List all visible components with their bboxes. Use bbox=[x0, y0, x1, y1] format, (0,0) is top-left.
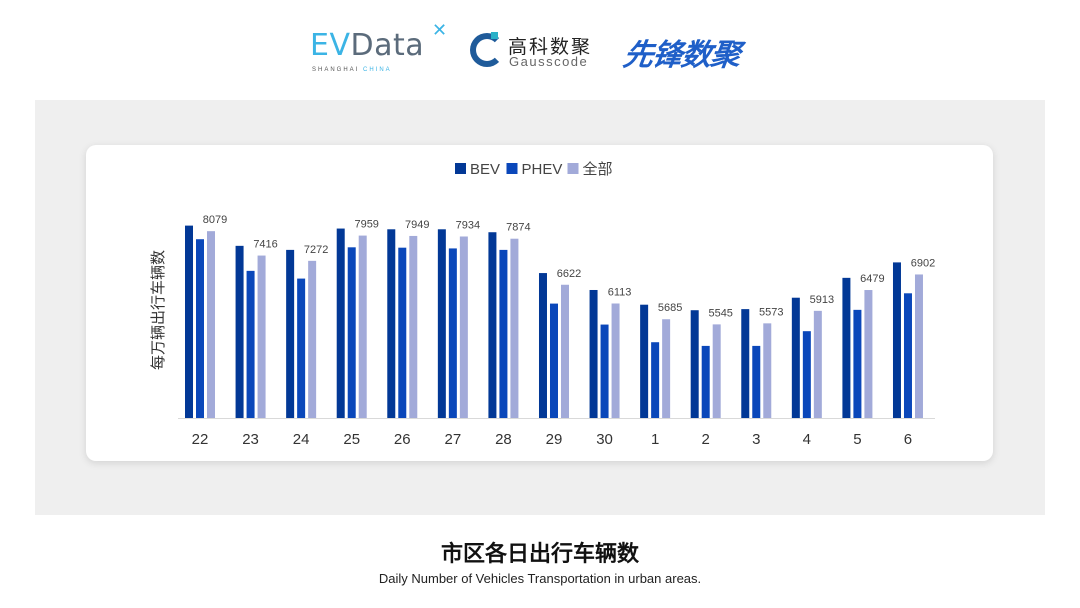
logo-bar: EVData ✕ SHANGHAI CHINA 高科数聚 Gausscode 先锋… bbox=[0, 20, 1080, 76]
bar-PHEV-2 bbox=[701, 345, 710, 418]
legend-label-0: BEV bbox=[470, 161, 500, 178]
gausscode-logo-en: Gausscode bbox=[509, 54, 589, 69]
bar-PHEV-30 bbox=[600, 324, 609, 418]
bar-PHEV-1 bbox=[651, 342, 660, 418]
y-axis-label: 每万辆出行车辆数 bbox=[149, 250, 167, 370]
legend-swatch-2 bbox=[567, 163, 579, 174]
bar-全部-1 bbox=[662, 319, 671, 418]
bar-全部-25 bbox=[358, 235, 367, 418]
bar-PHEV-28 bbox=[499, 249, 508, 418]
x-tick-label: 30 bbox=[596, 431, 613, 448]
legend-swatch-1 bbox=[506, 163, 518, 174]
bar-BEV-4 bbox=[791, 297, 800, 418]
bar-全部-27 bbox=[459, 236, 468, 418]
bar-PHEV-23 bbox=[246, 270, 255, 418]
x-tick-label: 29 bbox=[546, 431, 563, 448]
bar-全部-4 bbox=[813, 310, 822, 418]
bar-全部-30 bbox=[611, 303, 620, 418]
data-label: 7416 bbox=[253, 239, 277, 251]
x-tick-label: 23 bbox=[242, 431, 259, 448]
gausscode-logo-cn: 高科数聚 bbox=[508, 36, 593, 58]
bar-全部-28 bbox=[510, 238, 519, 418]
data-label: 7934 bbox=[456, 219, 480, 231]
bar-BEV-22 bbox=[185, 225, 193, 418]
bar-PHEV-27 bbox=[448, 248, 457, 418]
bar-BEV-27 bbox=[437, 229, 446, 418]
bar-BEV-2 bbox=[690, 310, 699, 418]
data-label: 7959 bbox=[354, 219, 378, 231]
legend-label-1: PHEV bbox=[522, 161, 563, 178]
bar-PHEV-3 bbox=[752, 345, 761, 418]
data-label: 7874 bbox=[506, 222, 530, 234]
bar-BEV-5 bbox=[842, 277, 851, 418]
data-label: 6479 bbox=[860, 273, 884, 285]
data-label: 5573 bbox=[759, 306, 783, 318]
bar-BEV-26 bbox=[387, 229, 396, 418]
legend-swatch-0 bbox=[455, 163, 466, 174]
data-label: 8079 bbox=[203, 214, 227, 226]
evdata-logo-subtitle: SHANGHAI CHINA bbox=[312, 67, 392, 73]
bar-全部-22 bbox=[207, 231, 215, 418]
bar-BEV-30 bbox=[589, 289, 598, 418]
bar-BEV-3 bbox=[741, 309, 750, 418]
bar-全部-23 bbox=[257, 255, 266, 418]
bar-PHEV-29 bbox=[549, 303, 558, 418]
x-tick-label: 2 bbox=[702, 431, 710, 448]
bar-BEV-24 bbox=[286, 249, 295, 418]
evdata-logo: EVData ✕ bbox=[310, 20, 448, 63]
bar-全部-24 bbox=[308, 260, 317, 418]
bar-全部-2 bbox=[712, 324, 721, 418]
chart-caption-title: 市区各日出行车辆数 bbox=[440, 542, 639, 567]
x-tick-label: 6 bbox=[904, 431, 912, 448]
bar-BEV-23 bbox=[235, 245, 244, 418]
bar-PHEV-5 bbox=[853, 309, 862, 418]
x-tick-label: 1 bbox=[651, 431, 659, 448]
x-tick-label: 3 bbox=[752, 431, 760, 448]
x-tick-label: 5 bbox=[853, 431, 861, 448]
bar-BEV-29 bbox=[538, 273, 547, 418]
x-tick-label: 27 bbox=[445, 431, 462, 448]
chart-caption-subtitle: Daily Number of Vehicles Transportation … bbox=[378, 571, 702, 586]
bar-全部-3 bbox=[763, 323, 772, 418]
bar-PHEV-26 bbox=[398, 247, 407, 418]
bar-BEV-25 bbox=[336, 228, 345, 418]
bar-BEV-1 bbox=[640, 304, 649, 418]
x-tick-label: 22 bbox=[192, 431, 209, 448]
bar-PHEV-22 bbox=[196, 239, 204, 418]
x-tick-label: 24 bbox=[293, 431, 310, 448]
bar-PHEV-4 bbox=[802, 331, 811, 418]
data-label: 5913 bbox=[810, 294, 834, 306]
gausscode-logo-icon bbox=[470, 33, 504, 67]
data-label: 6113 bbox=[608, 286, 632, 298]
data-label: 5545 bbox=[708, 307, 732, 319]
data-label: 7949 bbox=[405, 219, 429, 231]
x-tick-label: 26 bbox=[394, 431, 411, 448]
bar-全部-29 bbox=[560, 284, 569, 418]
data-label: 6902 bbox=[911, 257, 935, 269]
bar-BEV-6 bbox=[892, 262, 901, 418]
bar-BEV-28 bbox=[488, 232, 497, 418]
data-label: 7272 bbox=[304, 244, 328, 256]
x-tick-label: 28 bbox=[495, 431, 512, 448]
x-tick-label: 4 bbox=[803, 431, 811, 448]
bar-PHEV-24 bbox=[297, 278, 306, 418]
bar-全部-5 bbox=[864, 290, 873, 418]
bar-PHEV-6 bbox=[903, 293, 912, 418]
data-label: 5685 bbox=[658, 302, 682, 314]
bar-全部-26 bbox=[409, 235, 418, 418]
data-label: 6622 bbox=[557, 268, 581, 280]
bar-全部-6 bbox=[914, 274, 923, 418]
bar-PHEV-25 bbox=[347, 247, 356, 418]
x-tick-label: 25 bbox=[343, 431, 360, 448]
legend-label-2: 全部 bbox=[583, 160, 613, 178]
gausscode-logo-dot bbox=[491, 32, 498, 39]
